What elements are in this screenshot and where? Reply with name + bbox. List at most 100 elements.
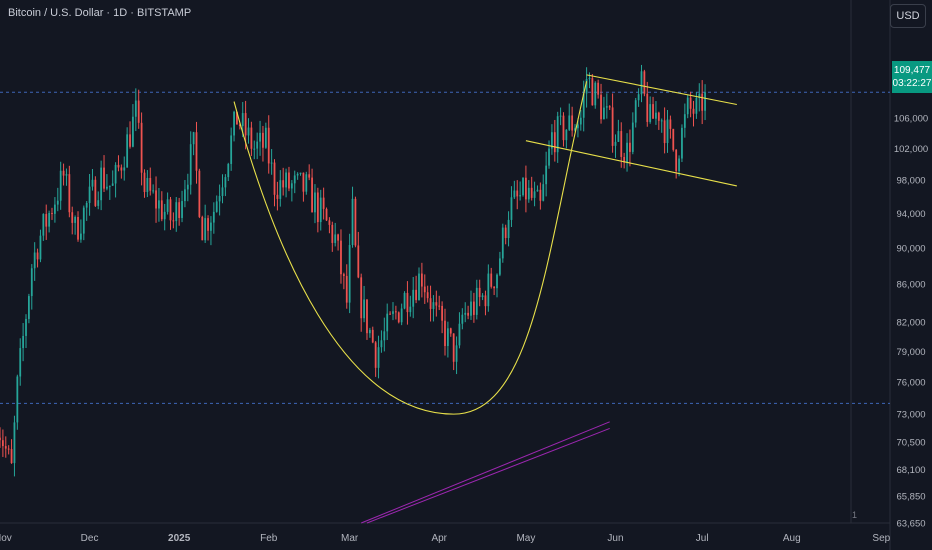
candle-body[interactable] xyxy=(45,214,48,227)
candle-body[interactable] xyxy=(218,196,221,202)
candle-body[interactable] xyxy=(273,162,276,195)
candle-body[interactable] xyxy=(441,305,444,321)
candle-body[interactable] xyxy=(617,131,620,142)
candle-body[interactable] xyxy=(140,122,143,173)
candle-body[interactable] xyxy=(655,112,657,119)
candle-body[interactable] xyxy=(308,174,311,178)
candle-body[interactable] xyxy=(663,120,666,144)
candle-body[interactable] xyxy=(692,108,695,114)
candle-body[interactable] xyxy=(657,112,660,121)
candle-body[interactable] xyxy=(533,191,536,198)
candle-body[interactable] xyxy=(507,219,510,239)
candle-body[interactable] xyxy=(406,292,409,313)
candle-body[interactable] xyxy=(429,298,432,309)
candle-body[interactable] xyxy=(186,184,189,190)
candle-body[interactable] xyxy=(426,292,429,299)
candle-body[interactable] xyxy=(241,113,244,127)
candle-body[interactable] xyxy=(452,333,455,362)
candle-body[interactable] xyxy=(314,192,316,213)
candle-body[interactable] xyxy=(637,94,640,101)
candle-body[interactable] xyxy=(455,345,458,362)
candle-body[interactable] xyxy=(160,200,163,220)
candle-body[interactable] xyxy=(513,190,516,198)
candle-body[interactable] xyxy=(360,277,363,319)
candle-body[interactable] xyxy=(368,329,371,334)
candle-body[interactable] xyxy=(68,174,71,213)
candle-body[interactable] xyxy=(340,240,342,275)
candle-body[interactable] xyxy=(178,202,181,218)
candle-body[interactable] xyxy=(681,127,683,159)
candle-body[interactable] xyxy=(571,115,574,131)
candle-body[interactable] xyxy=(473,301,475,315)
candle-body[interactable] xyxy=(215,201,218,212)
candle-body[interactable] xyxy=(577,124,579,129)
candle-body[interactable] xyxy=(103,167,105,189)
candle-body[interactable] xyxy=(559,115,562,117)
candle-body[interactable] xyxy=(536,189,539,192)
candle-body[interactable] xyxy=(481,295,484,298)
candle-body[interactable] xyxy=(499,258,501,275)
candle-body[interactable] xyxy=(207,218,209,231)
candle-body[interactable] xyxy=(262,132,264,148)
candle-body[interactable] xyxy=(394,311,397,313)
candle-body[interactable] xyxy=(305,174,308,192)
candle-body[interactable] xyxy=(82,207,85,234)
candle-body[interactable] xyxy=(54,204,56,214)
candle-body[interactable] xyxy=(490,273,493,287)
candle-body[interactable] xyxy=(264,127,267,148)
candle-body[interactable] xyxy=(435,302,438,306)
candle-body[interactable] xyxy=(704,92,706,111)
channel-line[interactable] xyxy=(366,427,610,524)
candle-body[interactable] xyxy=(56,200,59,205)
candle-body[interactable] xyxy=(166,199,169,212)
candle-body[interactable] xyxy=(377,347,380,368)
candle-body[interactable] xyxy=(605,106,608,108)
candle-body[interactable] xyxy=(562,115,565,141)
candle-body[interactable] xyxy=(1,440,4,447)
channel-line[interactable] xyxy=(361,421,610,524)
candle-body[interactable] xyxy=(13,422,16,464)
candle-body[interactable] xyxy=(198,170,201,217)
candle-body[interactable] xyxy=(221,187,224,197)
candle-body[interactable] xyxy=(449,328,452,334)
candle-body[interactable] xyxy=(409,306,412,313)
candle-body[interactable] xyxy=(331,224,334,243)
candle-body[interactable] xyxy=(640,71,643,95)
candle-body[interactable] xyxy=(371,329,374,343)
candle-body[interactable] xyxy=(530,187,533,198)
candle-body[interactable] xyxy=(285,172,287,188)
candle-body[interactable] xyxy=(267,127,270,164)
candle-body[interactable] xyxy=(256,141,259,149)
candle-body[interactable] xyxy=(328,220,331,225)
candle-body[interactable] xyxy=(579,117,582,125)
candle-body[interactable] xyxy=(143,172,146,193)
candle-body[interactable] xyxy=(660,120,663,122)
candle-body[interactable] xyxy=(146,177,149,193)
candle-body[interactable] xyxy=(111,183,114,186)
candle-body[interactable] xyxy=(299,172,302,174)
candle-body[interactable] xyxy=(224,177,227,188)
candle-body[interactable] xyxy=(210,222,212,231)
candle-body[interactable] xyxy=(695,97,698,114)
candle-body[interactable] xyxy=(354,198,357,246)
candle-body[interactable] xyxy=(169,199,172,221)
candle-body[interactable] xyxy=(108,185,111,187)
candle-body[interactable] xyxy=(120,167,123,171)
candle-body[interactable] xyxy=(250,127,253,149)
candle-body[interactable] xyxy=(475,287,478,315)
candle-body[interactable] xyxy=(525,177,527,200)
candle-body[interactable] xyxy=(0,437,1,441)
candle-body[interactable] xyxy=(247,127,250,136)
candle-body[interactable] xyxy=(158,200,160,209)
candle-body[interactable] xyxy=(244,113,247,136)
candle-body[interactable] xyxy=(290,183,293,189)
candle-body[interactable] xyxy=(279,180,282,199)
candle-body[interactable] xyxy=(65,174,68,176)
candle-body[interactable] xyxy=(195,132,198,171)
candle-body[interactable] xyxy=(386,313,389,332)
candle-body[interactable] xyxy=(204,218,207,241)
candle-body[interactable] xyxy=(28,296,30,319)
candle-body[interactable] xyxy=(163,211,166,220)
candle-body[interactable] xyxy=(236,111,238,125)
candle-body[interactable] xyxy=(334,234,337,243)
